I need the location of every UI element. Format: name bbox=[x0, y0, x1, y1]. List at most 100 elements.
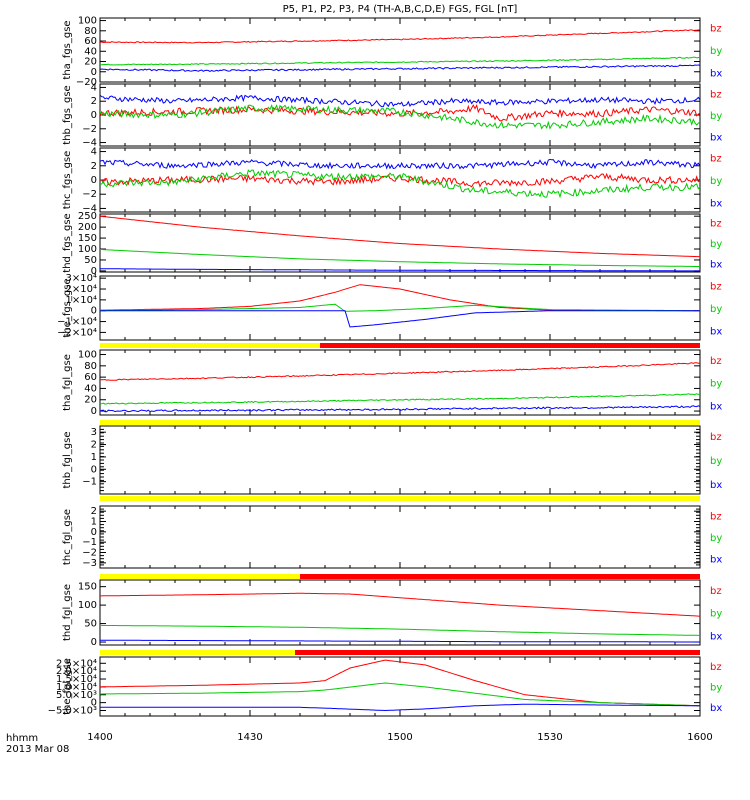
status-bar-yellow bbox=[100, 420, 700, 425]
legend-bz: bz bbox=[710, 356, 722, 367]
y-tick-label: 100 bbox=[78, 350, 97, 361]
status-bar-red bbox=[295, 650, 700, 655]
series-line-by bbox=[100, 249, 700, 267]
y-tick-label: 0 bbox=[91, 637, 97, 648]
y-axis-label: tha_fgl_gse bbox=[62, 354, 73, 411]
y-tick-label: 1.5×10⁴ bbox=[56, 674, 97, 685]
legend-bz: bz bbox=[710, 432, 722, 443]
panel-frame bbox=[99, 425, 701, 495]
y-tick-label: 0 bbox=[91, 464, 97, 475]
series-line-bx bbox=[100, 703, 700, 712]
legend-bz: bz bbox=[710, 511, 722, 522]
x-tick-label: 1430 bbox=[237, 732, 262, 743]
y-tick-label: 3×10⁴ bbox=[66, 273, 97, 284]
series-line-by bbox=[100, 303, 700, 312]
x-tick-label: 1400 bbox=[87, 732, 112, 743]
panel-frame bbox=[99, 349, 701, 416]
y-tick-label: 5.0×10³ bbox=[56, 690, 97, 701]
legend-bz: bz bbox=[710, 24, 722, 35]
y-axis-label: thd_fgl_gse bbox=[62, 584, 73, 641]
y-tick-label: 20 bbox=[84, 395, 97, 406]
y-tick-label: 250 bbox=[78, 211, 97, 222]
legend-bz: bz bbox=[710, 282, 722, 293]
legend-bx: bx bbox=[710, 401, 722, 412]
legend-bx: bx bbox=[710, 133, 722, 144]
legend-bx: bx bbox=[710, 631, 722, 642]
hhmm-label: hhmm bbox=[6, 733, 38, 744]
series-line-by bbox=[100, 682, 700, 707]
y-axis-label: the_fgl_gse bbox=[62, 658, 73, 715]
panel-the_fgl_gse: 2.5×10⁴2.0×10⁴1.5×10⁴1.0×10⁴5.0×10³0−5.0… bbox=[48, 656, 722, 717]
panel-frame bbox=[99, 579, 701, 646]
series-line-bz bbox=[100, 215, 700, 258]
legend-by: by bbox=[710, 111, 722, 122]
y-tick-label: 2 bbox=[91, 506, 97, 517]
panel-thb_fgs_gse: 4 2 0 −2 −4 thb_fgs_gse bz by bx bbox=[62, 82, 722, 148]
legend-by: by bbox=[710, 239, 722, 250]
y-tick-label: −4 bbox=[82, 138, 97, 149]
y-tick-label: 3 bbox=[91, 427, 97, 438]
series-line-bz bbox=[100, 104, 700, 122]
legend-by: by bbox=[710, 176, 722, 187]
y-axis-label: the_fgs_gse bbox=[62, 278, 73, 337]
panel-frame bbox=[99, 17, 701, 83]
legend-bz: bz bbox=[710, 89, 722, 100]
y-tick-label: 100 bbox=[78, 244, 97, 255]
series-line-by bbox=[100, 56, 700, 66]
status-bar-yellow bbox=[100, 496, 700, 501]
legend-bx: bx bbox=[710, 480, 722, 491]
status-bar-red bbox=[300, 574, 700, 579]
y-tick-label: −1×10⁴ bbox=[57, 317, 97, 328]
series-line-by bbox=[100, 624, 700, 636]
series-line-bz bbox=[100, 362, 700, 381]
plot-title: P5, P1, P2, P3, P4 (TH-A,B,C,D,E) FGS, F… bbox=[283, 4, 518, 15]
legend-bx: bx bbox=[710, 198, 722, 209]
y-tick-label: 0 bbox=[91, 67, 97, 78]
series-line-bx bbox=[100, 310, 700, 328]
panel-thc_fgs_gse: 4 2 0 −2 −4 thc_fgs_gse bz by bx bbox=[62, 147, 722, 215]
y-tick-label: 100 bbox=[78, 16, 97, 27]
legend-by: by bbox=[710, 609, 722, 620]
y-tick-label: 2.0×10⁴ bbox=[56, 666, 97, 677]
y-tick-label: 0 bbox=[91, 266, 97, 277]
panel-thb_fgl_gse: 3 210 −1 thb_fgl_gse bz by bx bbox=[62, 425, 722, 495]
series-line-by bbox=[100, 169, 700, 199]
y-tick-label: 40 bbox=[84, 383, 97, 394]
panel-frame bbox=[99, 505, 701, 569]
legend-by: by bbox=[710, 456, 722, 467]
y-tick-label: 1 bbox=[91, 452, 97, 463]
y-tick-label: 20 bbox=[84, 57, 97, 68]
y-tick-label: −4 bbox=[82, 203, 97, 214]
series-line-bx bbox=[100, 158, 700, 170]
legend-bz: bz bbox=[710, 219, 722, 230]
y-tick-label: 0 bbox=[91, 110, 97, 121]
status-bar-yellow bbox=[100, 650, 295, 655]
y-tick-label: 60 bbox=[84, 372, 97, 383]
x-tick-label: 1530 bbox=[537, 732, 562, 743]
legend-bx: bx bbox=[710, 326, 722, 337]
y-tick-label: 200 bbox=[78, 222, 97, 233]
panel-thc_fgl_gse: 210−1−2−3 thc_fgl_gse bz by bx bbox=[62, 505, 722, 569]
y-tick-label: −2 bbox=[82, 189, 97, 200]
legend-by: by bbox=[710, 304, 722, 315]
legend-by: by bbox=[710, 683, 722, 694]
y-tick-label: −20 bbox=[76, 77, 97, 88]
y-axis-label: thb_fgl_gse bbox=[62, 432, 73, 489]
y-axis-label: thb_fgs_gse bbox=[62, 85, 73, 144]
y-tick-label: 0 bbox=[91, 406, 97, 417]
y-axis-label: thc_fgs_gse bbox=[62, 151, 73, 210]
y-tick-label: −1 bbox=[82, 537, 97, 548]
time-axis: 1400 1430 1500 1530 1600 bbox=[87, 732, 712, 743]
series-line-bx bbox=[100, 268, 700, 272]
y-tick-label: 2 bbox=[91, 440, 97, 451]
legend-by: by bbox=[710, 46, 722, 57]
y-tick-label: −2 bbox=[82, 124, 97, 135]
x-tick-label: 1600 bbox=[687, 732, 712, 743]
legend-bx: bx bbox=[710, 555, 722, 566]
legend-by: by bbox=[710, 379, 722, 390]
y-tick-label: 2×10⁴ bbox=[66, 284, 97, 295]
y-tick-label: 80 bbox=[84, 361, 97, 372]
